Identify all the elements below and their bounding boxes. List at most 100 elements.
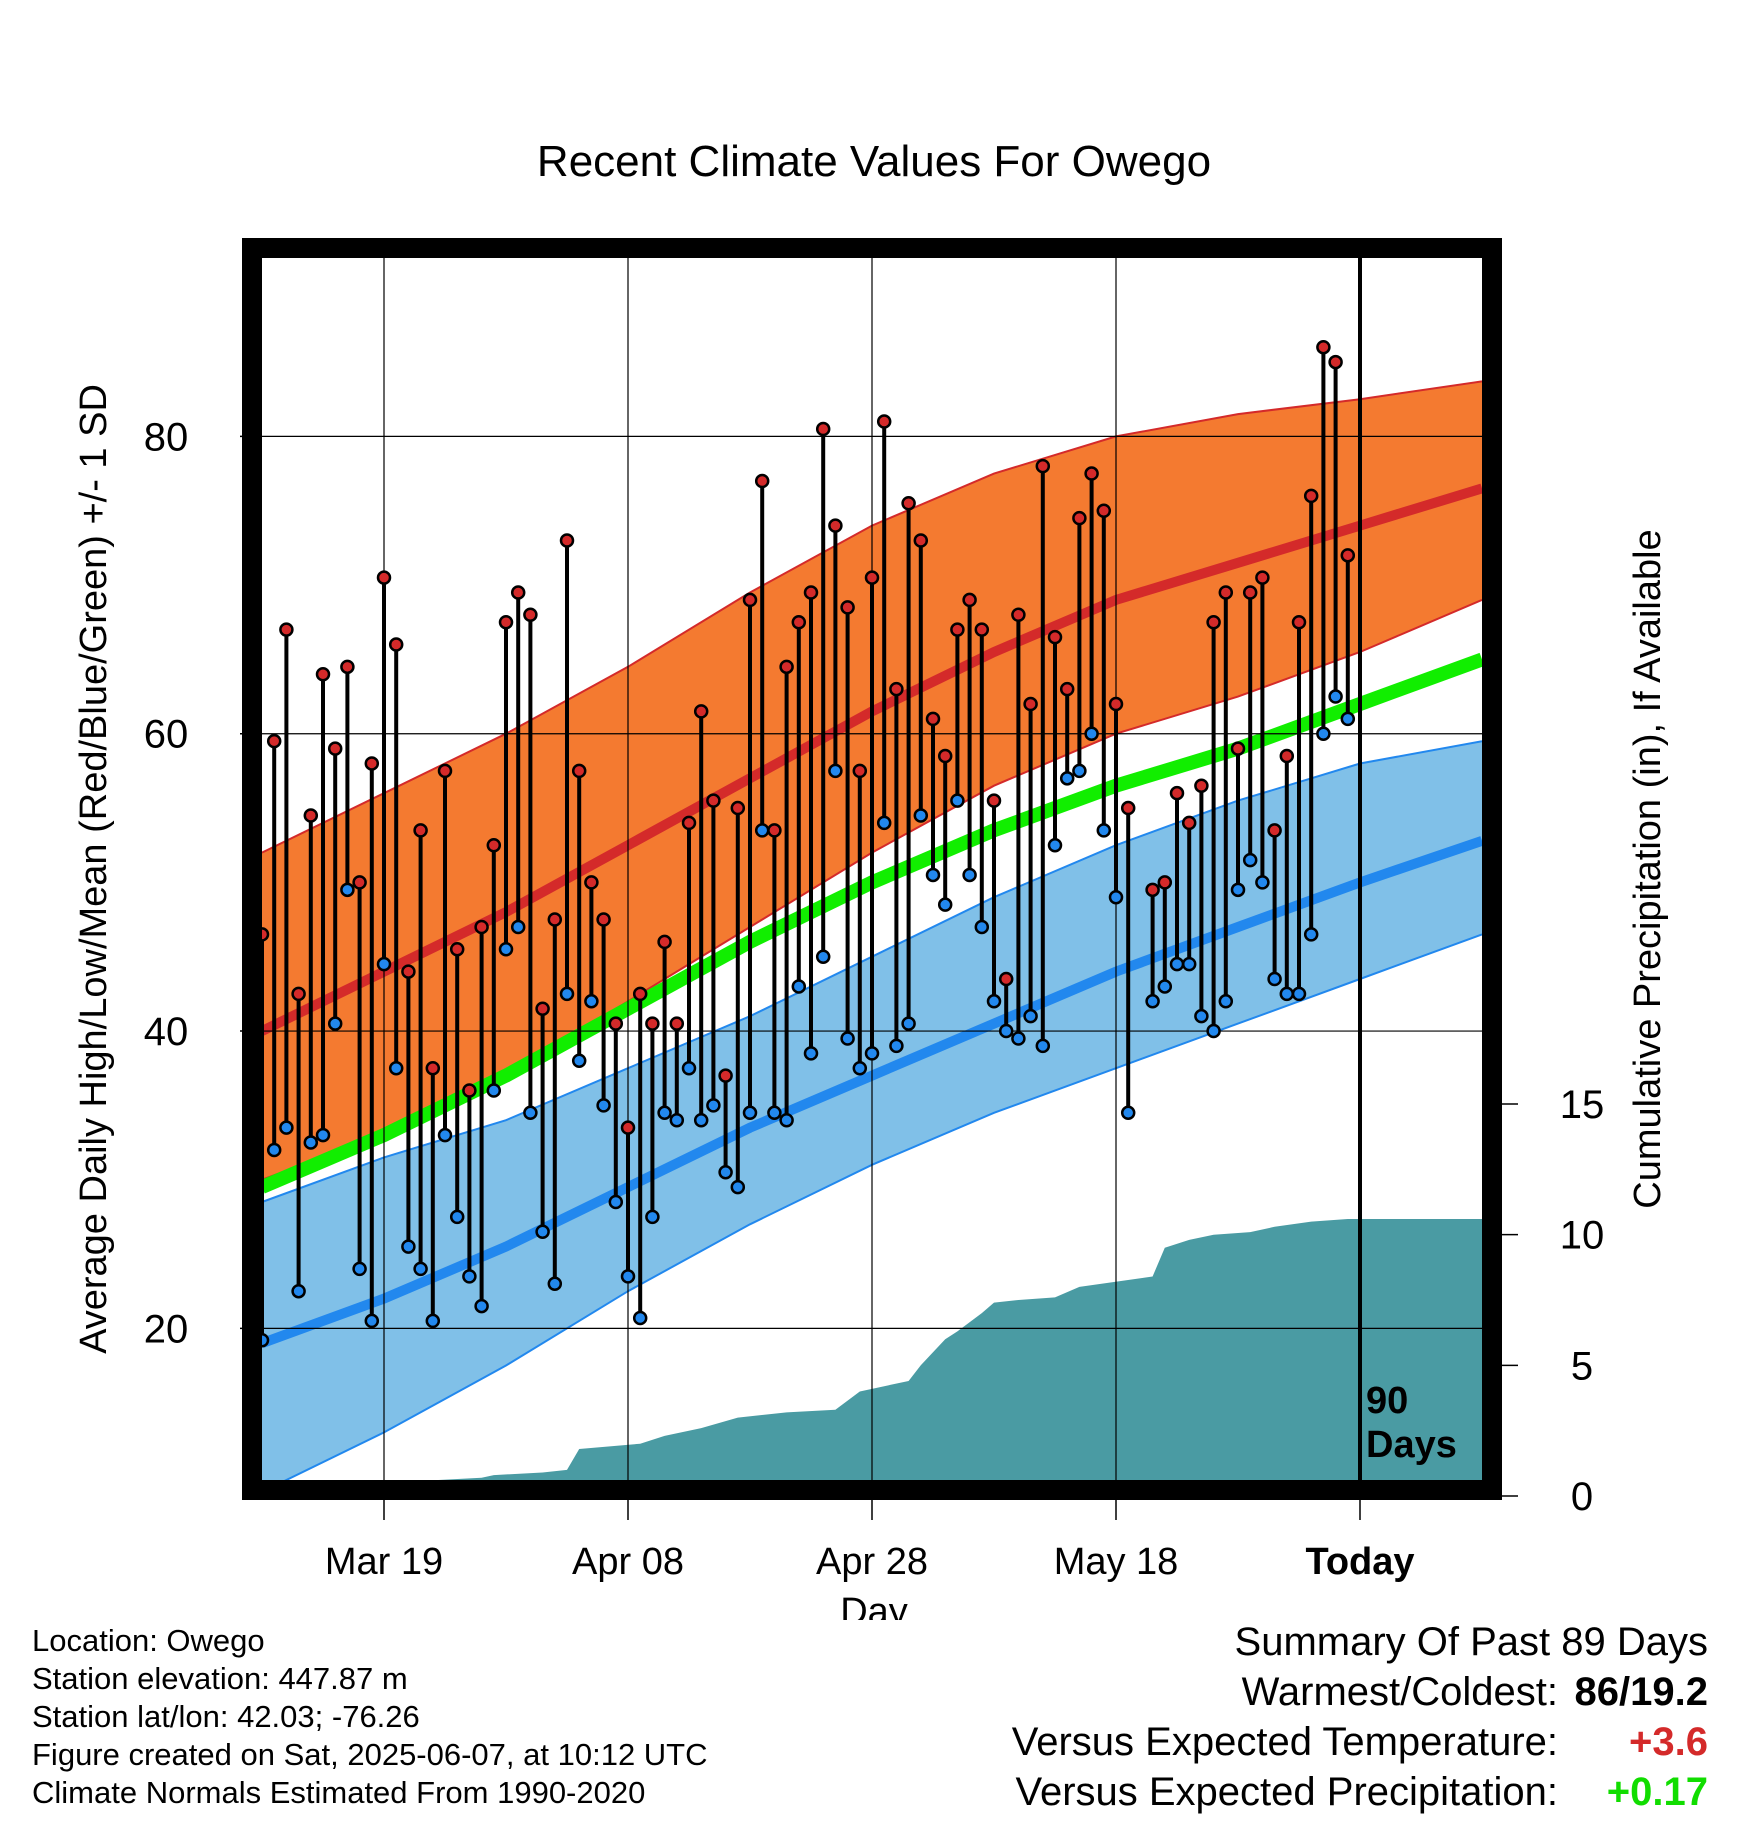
climate-chart: Recent Climate Values For Owego 20 40 60 80… bbox=[73, 137, 1669, 1620]
y-axis-title: Average Daily High/Low/Mean (Red/Blue/Gr… bbox=[73, 384, 115, 1354]
daily-low-point bbox=[1023, 1008, 1038, 1024]
daily-high-point bbox=[327, 741, 343, 756]
right-tick-label-15: 15 bbox=[1560, 1083, 1605, 1127]
daily-low-point bbox=[889, 1038, 904, 1054]
daily-high-point bbox=[1011, 607, 1026, 623]
daily-high-point bbox=[596, 912, 611, 927]
daily-high-point bbox=[876, 414, 892, 429]
daily-high-point bbox=[1255, 570, 1270, 585]
daily-low-point bbox=[1194, 1008, 1209, 1024]
right-tick-label-5: 5 bbox=[1571, 1344, 1593, 1388]
temp-anomaly-value: +3.6 bbox=[1629, 1720, 1708, 1764]
daily-low-point bbox=[1145, 994, 1160, 1009]
warm-cold-value: 86/19.2 bbox=[1574, 1670, 1708, 1714]
daily-low-point bbox=[974, 919, 990, 935]
summary-temp: Versus Expected Temperature: +3.6 bbox=[1012, 1720, 1708, 1765]
daily-high-point bbox=[815, 421, 831, 437]
daily-high-point bbox=[474, 919, 489, 935]
x-tick-label: Today bbox=[1305, 1541, 1414, 1583]
days-label-line-1: 90 bbox=[1366, 1380, 1408, 1422]
daily-low-point bbox=[1169, 956, 1185, 972]
daily-high-point bbox=[535, 1001, 550, 1016]
daily-high-point bbox=[486, 837, 502, 853]
daily-low-point bbox=[1255, 875, 1270, 890]
daily-low-point bbox=[998, 1023, 1014, 1039]
x-tick-label: May 18 bbox=[1054, 1541, 1179, 1583]
daily-high-point bbox=[340, 659, 355, 675]
y-tick-label-40: 40 bbox=[144, 1010, 189, 1054]
daily-high-point bbox=[547, 912, 563, 927]
daily-low-point bbox=[1291, 986, 1307, 1002]
daily-high-point bbox=[352, 875, 367, 890]
daily-low-point bbox=[1035, 1038, 1051, 1054]
daily-high-point bbox=[1328, 354, 1343, 370]
daily-high-point bbox=[1267, 823, 1282, 838]
daily-low-point bbox=[876, 815, 892, 831]
daily-high-point bbox=[413, 823, 428, 838]
daily-high-point bbox=[986, 793, 1002, 808]
daily-low-point bbox=[1120, 1105, 1136, 1121]
daily-low-point bbox=[950, 793, 965, 808]
daily-low-point bbox=[742, 1105, 758, 1121]
daily-bars bbox=[262, 339, 1356, 1348]
chart-title: Recent Climate Values For Owego bbox=[537, 137, 1211, 186]
daily-high-point bbox=[608, 1016, 624, 1031]
daily-high-point bbox=[852, 763, 868, 779]
daily-high-point bbox=[706, 793, 721, 808]
daily-low-point bbox=[913, 808, 929, 823]
daily-high-point bbox=[913, 533, 929, 548]
daily-high-point bbox=[1194, 778, 1209, 793]
daily-high-point bbox=[718, 1068, 733, 1083]
daily-low-point bbox=[608, 1194, 624, 1210]
daily-high-point bbox=[462, 1083, 477, 1098]
daily-low-point bbox=[547, 1276, 563, 1292]
summary-precip: Versus Expected Precipitation: +0.17 bbox=[1015, 1770, 1708, 1815]
y-tick-label-80: 80 bbox=[144, 415, 189, 459]
daily-high-point bbox=[291, 986, 306, 1002]
daily-high-point bbox=[974, 622, 990, 637]
daily-low-point bbox=[376, 956, 392, 972]
daily-low-point bbox=[1047, 837, 1063, 853]
x-tick-label: Apr 08 bbox=[572, 1541, 684, 1583]
daily-high-point bbox=[1157, 875, 1173, 890]
daily-low-point bbox=[596, 1098, 611, 1113]
daily-high-point bbox=[1145, 882, 1160, 898]
daily-low-point bbox=[1242, 852, 1258, 868]
daily-low-point bbox=[303, 1135, 319, 1150]
daily-low-point bbox=[803, 1046, 819, 1061]
daily-low-point bbox=[1328, 689, 1343, 704]
daily-high-point bbox=[925, 711, 941, 727]
daily-low-point bbox=[986, 994, 1002, 1009]
daily-low-point bbox=[486, 1083, 502, 1098]
daily-high-point bbox=[1023, 696, 1038, 712]
daily-low-point bbox=[1084, 726, 1099, 741]
daily-low-point bbox=[937, 897, 953, 912]
daily-low-point bbox=[730, 1179, 746, 1195]
daily-high-point bbox=[791, 614, 807, 630]
daily-high-point bbox=[571, 763, 587, 779]
daily-high-point bbox=[510, 585, 526, 600]
daily-low-point bbox=[523, 1105, 538, 1121]
daily-low-point bbox=[559, 986, 575, 1002]
daily-low-point bbox=[754, 823, 770, 838]
daily-high-point bbox=[1279, 748, 1295, 764]
info-latlon: Station lat/lon: 42.03; -76.26 bbox=[32, 1699, 420, 1734]
daily-low-point bbox=[681, 1060, 697, 1076]
right-tick-label-10: 10 bbox=[1560, 1214, 1605, 1258]
daily-low-point bbox=[474, 1298, 489, 1314]
daily-low-point bbox=[767, 1105, 782, 1121]
daily-low-point bbox=[1072, 763, 1087, 779]
daily-high-point bbox=[1120, 800, 1136, 816]
daily-high-point bbox=[620, 1120, 636, 1135]
x-tick-label: Apr 28 bbox=[816, 1541, 928, 1583]
daily-low-point bbox=[584, 994, 599, 1009]
daily-high-point bbox=[1084, 466, 1099, 481]
daily-low-point bbox=[437, 1127, 453, 1143]
daily-low-point bbox=[828, 763, 843, 779]
daily-low-point bbox=[925, 867, 941, 883]
daily-low-point bbox=[291, 1283, 306, 1299]
daily-low-point bbox=[632, 1310, 648, 1326]
daily-low-point bbox=[413, 1261, 428, 1277]
daily-high-point bbox=[449, 942, 465, 957]
daily-low-point bbox=[462, 1269, 477, 1284]
